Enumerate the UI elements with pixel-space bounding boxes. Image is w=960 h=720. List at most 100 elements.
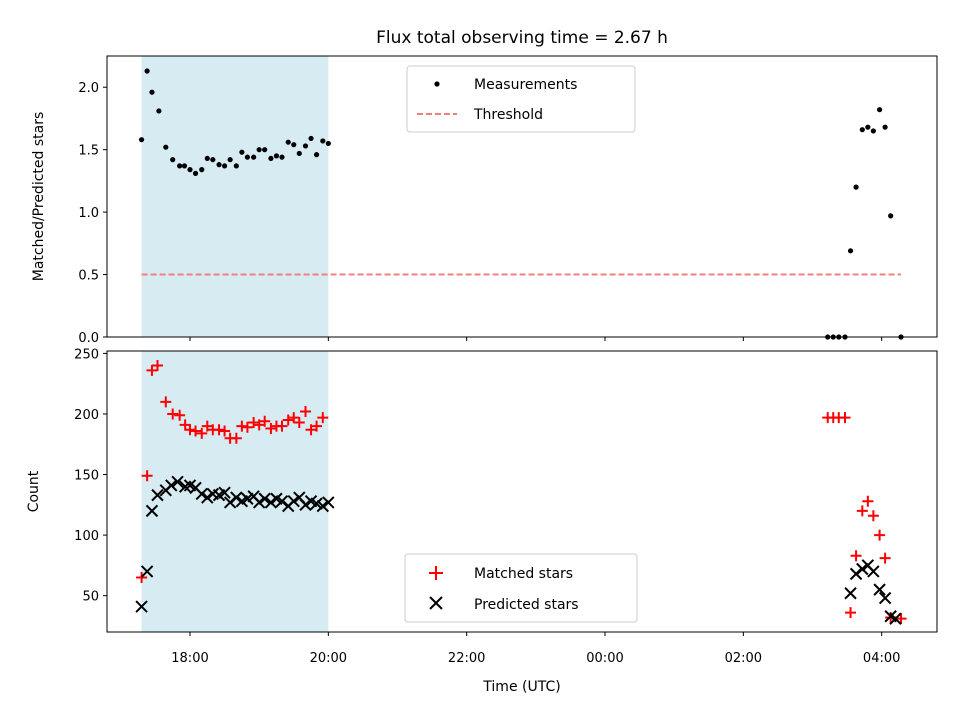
matched-star-marker (174, 409, 186, 421)
y-tick-label: 150 (74, 469, 99, 484)
matched-legend-marker (429, 566, 443, 580)
measurement-point (216, 162, 222, 168)
measurement-point (859, 127, 865, 133)
measurement-point (199, 167, 205, 173)
measurements-legend-label: Measurements (474, 77, 577, 93)
measurement-point (888, 213, 894, 219)
predicted-legend-marker (429, 596, 443, 610)
matched-star-marker (213, 424, 225, 436)
measurements-legend-marker (434, 81, 440, 87)
measurement-point (144, 68, 150, 74)
matched-star-marker (236, 420, 248, 432)
matched-star-marker (288, 412, 300, 424)
matched-star-marker (201, 420, 213, 432)
matched-star-marker (184, 424, 196, 436)
y-tick-label: 0.5 (78, 269, 99, 284)
matched-star-marker (317, 412, 329, 424)
bottom-panel: 50 100 150 200 250 18:00 20:00 22:00 00:00 02:00… (26, 347, 938, 695)
measurement-point (239, 149, 245, 155)
predicted-star-marker (873, 583, 886, 596)
predicted-star-marker (151, 488, 164, 502)
matched-star-marker (845, 607, 857, 619)
predicted-star-marker (867, 565, 880, 578)
matched-star-marker (146, 364, 158, 376)
bottom-legend: Matched stars Predicted stars (404, 553, 638, 623)
measurement-point (187, 167, 193, 173)
predicted-star-marker (844, 587, 857, 600)
predicted-legend-label: Predicted stars (474, 597, 579, 613)
matched-star-marker (248, 416, 260, 428)
matched-star-marker (265, 423, 277, 435)
measurement-point (192, 170, 199, 176)
measurement-point (870, 128, 876, 134)
threshold-legend-label: Threshold (473, 107, 543, 123)
measurement-point (285, 139, 291, 145)
measurement-point (170, 157, 176, 163)
predicted-star-marker (287, 494, 300, 508)
matched-star-marker (300, 406, 312, 418)
measurement-points (138, 68, 904, 340)
matched-star-marker (874, 529, 886, 541)
matched-star-marker (151, 360, 163, 372)
matched-star-marker (253, 419, 265, 431)
measurement-point (251, 154, 257, 160)
y-tick-label: 2.0 (78, 81, 99, 96)
bottom-y-ticks: 50 100 150 200 250 (74, 347, 107, 605)
matched-star-marker (141, 470, 153, 482)
measurement-point (163, 144, 169, 150)
matched-star-marker (862, 495, 874, 507)
measurement-point (268, 155, 274, 162)
matched-star-marker (856, 505, 868, 517)
predicted-star-marker (264, 496, 278, 509)
x-tick-label: 20:00 (310, 651, 347, 666)
predicted-star-marker (252, 496, 266, 509)
measurement-point (221, 163, 228, 169)
y-tick-label: 1.0 (78, 206, 99, 221)
top-panel: 0.00.51.01.52.0 Matched/Predicted stars … (31, 55, 938, 346)
matched-star-marker (305, 424, 317, 436)
top-axes-frame (106, 55, 938, 338)
bottom-axes-frame (106, 350, 938, 633)
observing-window-band (141, 351, 329, 632)
matched-star-marker (196, 427, 208, 439)
measurement-point (156, 108, 162, 114)
matched-star-marker (895, 613, 907, 625)
y-tick-label: 250 (74, 347, 99, 362)
predicted-star-marker (171, 475, 184, 489)
bottom-legend-box (404, 553, 638, 623)
matched-star-marker (259, 415, 271, 427)
measurement-point (320, 138, 326, 144)
measurement-point (177, 163, 183, 169)
y-tick-label: 200 (74, 408, 99, 423)
matched-star-marker (160, 396, 172, 408)
observing-window-band (141, 56, 329, 337)
measurement-point (865, 124, 871, 130)
matched-star-marker (136, 571, 148, 583)
measurement-point (296, 150, 302, 157)
top-y-ticks: 0.0 0.5 1.0 1.5 2.0 (78, 81, 107, 346)
y-tick-label: 0.0 (78, 331, 99, 346)
top-legend: Measurements Threshold (406, 65, 636, 133)
predicted-star-marker (878, 591, 892, 605)
x-tick-label: 18:00 (171, 651, 208, 666)
measurement-point (291, 142, 297, 148)
measurement-point (244, 154, 251, 160)
measurement-point (308, 135, 314, 142)
measurement-point (325, 140, 331, 147)
matched-star-marker (850, 550, 862, 562)
measurement-point (210, 157, 216, 163)
chart-title: Flux total observing time = 2.67 h (376, 28, 668, 48)
x-tick-label: 22:00 (448, 651, 485, 666)
bottom-x-ticks: 18:00 20:00 22:00 00:00 02:00 04:00 (171, 632, 900, 666)
measurement-point (149, 89, 155, 95)
predicted-star-marker (889, 612, 902, 625)
predicted-star-marker (218, 486, 231, 499)
predicted-star-marker (258, 492, 271, 505)
measurement-point (262, 147, 268, 153)
measurement-point (279, 154, 285, 160)
predicted-star-marker (140, 565, 154, 578)
measurement-point (876, 107, 883, 113)
matched-star-marker (241, 421, 253, 433)
matched-star-marker (219, 425, 231, 437)
predicted-star-marker (322, 496, 335, 509)
